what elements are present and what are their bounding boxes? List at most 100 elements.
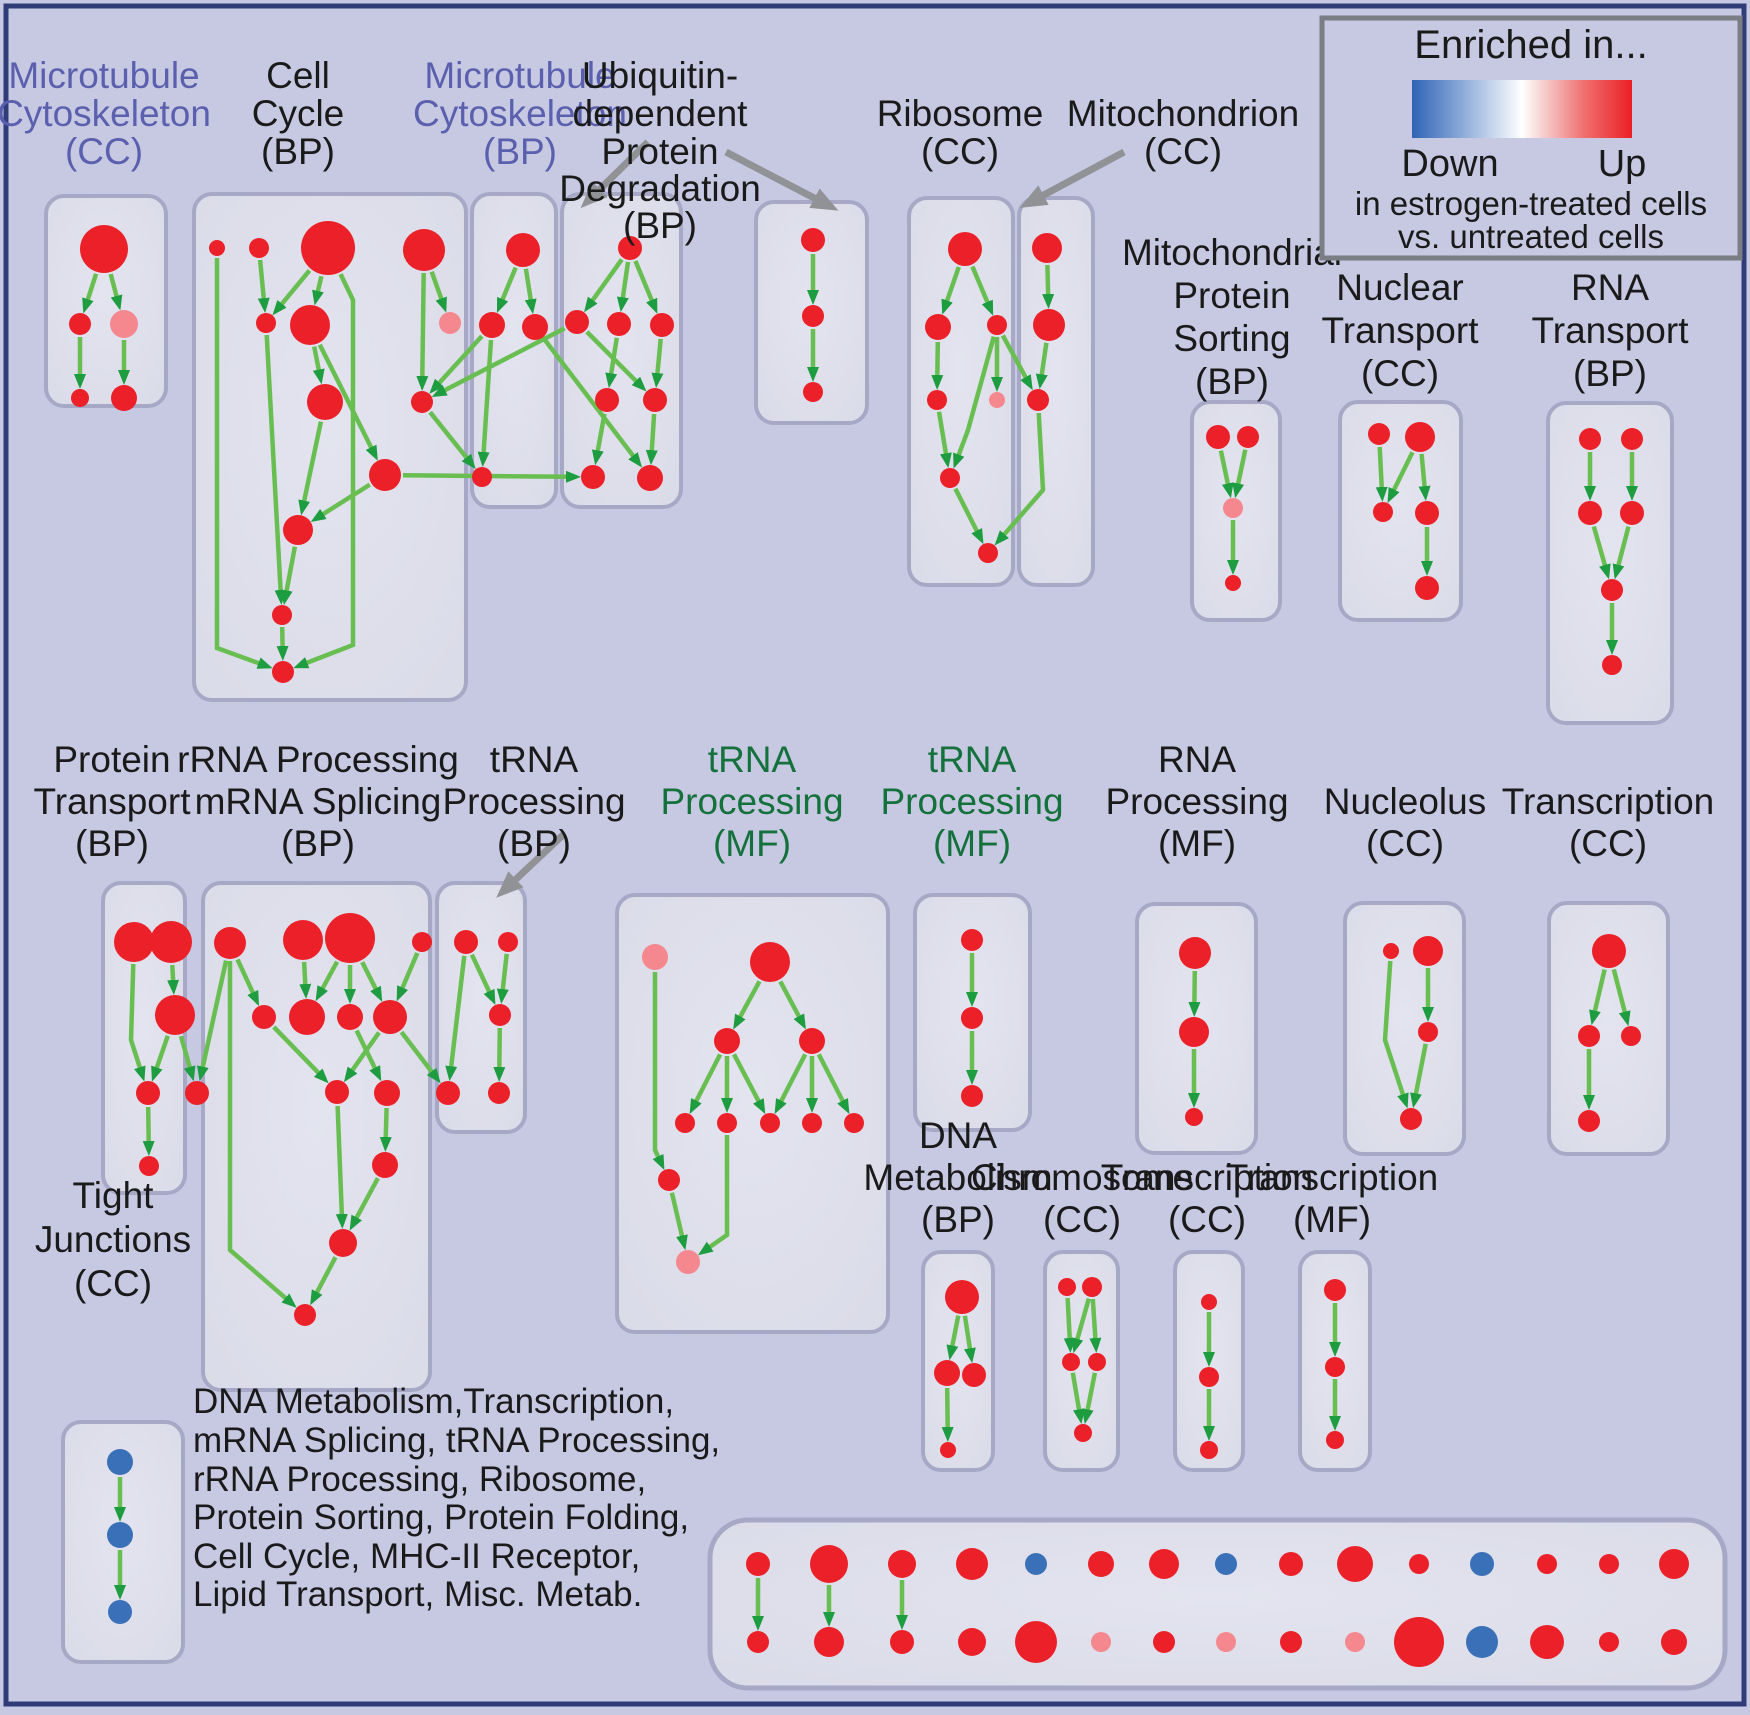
edge-ubiquitin [584,258,624,313]
cluster-label-rna_t: (BP) [1573,353,1647,394]
cluster-label-nuclear_t: (CC) [1361,353,1439,394]
edge-rrna [343,1031,381,1083]
cluster-label-mito_sort: Mitochondrial [1122,232,1342,273]
go-term-node [1199,1367,1219,1387]
go-term-node [1088,1353,1106,1371]
go-term-node [1466,1626,1498,1658]
go-term-node [890,1630,914,1654]
go-term-node [1025,1553,1047,1575]
edge-rrna [299,961,312,999]
cluster-box-rrna [201,881,432,1392]
go-term-node [987,315,1007,335]
cluster-label-mtbp: Microtubule [424,55,615,96]
edge-trna_mf1 [733,980,762,1030]
label-pointer-arrow [580,139,651,209]
edge-cross-rrna-prot_t [196,960,229,1082]
edge-nucleolus [1382,960,1409,1109]
cluster-label-trna_mf2: tRNA [928,739,1017,780]
cluster-label-transc_mf: Transcription [1226,1157,1438,1198]
go-term-node [498,932,518,952]
go-term-node [403,229,445,271]
go-term-node [1280,1631,1302,1653]
cluster-label-mitochondrion: (CC) [1144,131,1222,172]
edge-nucleolus [1410,1043,1428,1109]
cluster-label-cellcycle: (BP) [261,131,335,172]
edge-mt_cc [82,273,99,314]
cluster-label-trna_mf1: tRNA [708,739,797,780]
go-term-node [249,238,269,258]
cluster-label-prot_t: Transport [34,781,192,822]
go-term-node [618,236,642,260]
go-term-node [1062,1353,1080,1371]
edge-ribosome [941,266,961,315]
go-term-node [989,392,1005,408]
cluster-label-dna_met: (BP) [921,1199,995,1240]
edge-ubiquitin [616,261,631,313]
go-term-node [1091,1632,1111,1652]
edge-cross-mtbp-cellcycle [429,334,484,394]
cluster-label-transc_cc2: Transcription [1502,781,1714,822]
go-term-node [1394,1617,1444,1667]
edge-trna_mf1 [652,972,665,1171]
go-term-node [522,314,548,340]
go-term-node [948,232,982,266]
edge-trna_mf1 [669,1192,688,1251]
edge-mito_sort [1218,450,1234,499]
go-term-node [803,382,823,402]
go-term-node [185,1081,209,1105]
edge-trna_bp [496,953,509,1005]
edge-ubiquitin [651,338,664,389]
go-term-node [1216,1632,1236,1652]
cluster-label-chromosome: (CC) [1043,1199,1121,1240]
go-term-node [1337,1546,1373,1582]
go-term-node [1415,501,1439,525]
cluster-label-cellcycle: Cycle [252,93,345,134]
cluster-box-trna_mf1 [615,893,890,1334]
cluster-label-ribosome: Ribosome [877,93,1044,134]
go-term-node [1033,309,1065,341]
go-term-node [1405,422,1435,452]
go-term-node [1082,1277,1102,1297]
go-term-node [961,1085,983,1107]
edge-chromosome [1089,1298,1102,1353]
go-term-node [1206,425,1230,449]
edge-prot_t [151,1035,170,1082]
go-term-node [810,1545,848,1583]
go-term-node [1027,389,1049,411]
go-term-node [411,391,433,413]
misc-category-list: rRNA Processing, Ribosome, [193,1460,646,1499]
go-term-node [439,312,461,334]
go-term-node [1368,423,1390,445]
cluster-box-rna_t [1546,401,1674,725]
cluster-label-nuclear_t: Nuclear [1336,267,1464,308]
edge-nuclear_t [1387,451,1415,504]
cluster-label-dna_met: DNA [919,1115,997,1156]
cluster-label-mito_sort: Protein [1173,275,1290,316]
go-term-node [1179,937,1211,969]
go-term-node [1201,1294,1217,1310]
edge-trna_mf1 [774,1053,808,1115]
go-term-node [1578,1025,1600,1047]
edge-rrna [360,961,383,1002]
go-term-node [962,1363,986,1387]
edge-prot_t [178,1035,196,1082]
edge-nuclear_t [1375,446,1388,502]
cluster-label-ribosome: (CC) [921,131,999,172]
label-pointer-arrow [496,831,567,898]
legend-gradient-bar [1412,80,1632,138]
go-term-node [714,1028,740,1054]
go-term-node [150,921,192,963]
cluster-label-nucleolus: Nucleolus [1324,781,1486,822]
edge-prot_t [142,1106,155,1156]
go-term-node [283,920,323,960]
cluster-label-mito_sort: Sorting [1173,318,1290,359]
legend-down-label: Down [1401,143,1498,185]
edge-chromosome [1070,1372,1085,1425]
go-term-node [373,1000,407,1034]
cluster-label-rrna: (BP) [281,823,355,864]
cluster-box-transc_cc2 [1547,901,1670,1156]
cluster-box-nucleolus [1343,901,1466,1156]
cluster-label-tight: (CC) [74,1263,152,1304]
go-term-node [489,1004,511,1026]
